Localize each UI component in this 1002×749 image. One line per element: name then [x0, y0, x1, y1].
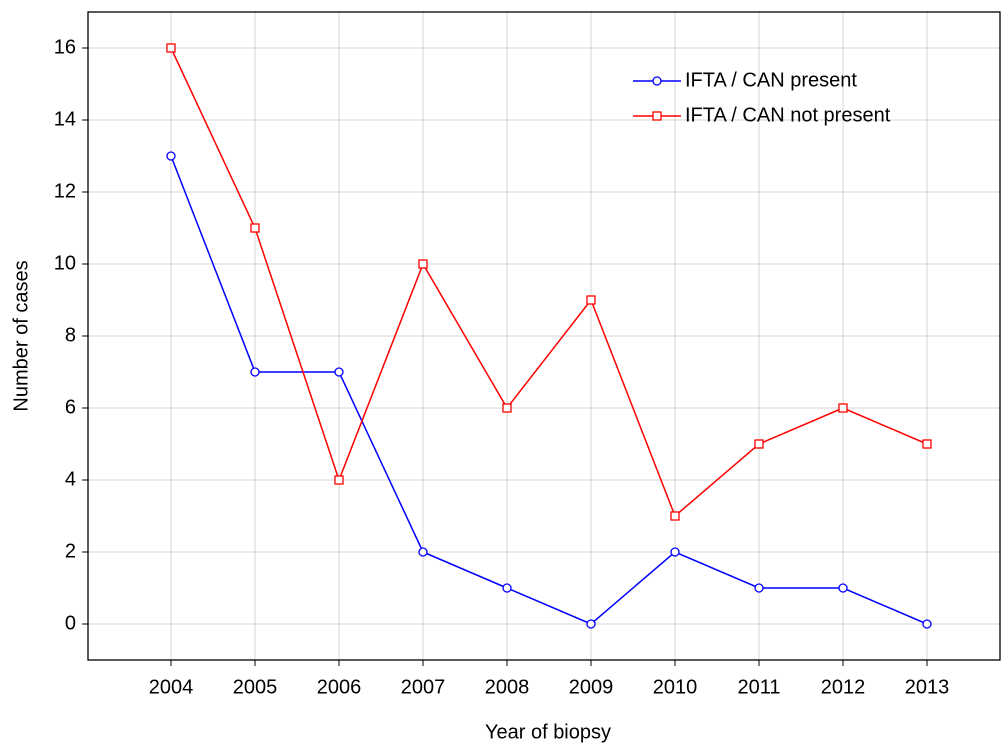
marker	[652, 111, 662, 121]
y-tick-label: 16	[54, 36, 76, 58]
marker	[754, 583, 764, 593]
marker	[838, 403, 848, 413]
legend-label: IFTA / CAN present	[685, 69, 857, 91]
legend-label: IFTA / CAN not present	[685, 104, 891, 126]
marker	[838, 583, 848, 593]
x-tick-label: 2008	[485, 676, 530, 698]
marker	[652, 76, 662, 86]
marker	[334, 475, 344, 485]
x-tick-label: 2007	[401, 676, 446, 698]
y-tick-label: 8	[65, 324, 76, 346]
series-line	[170, 155, 928, 625]
y-tick-label: 14	[54, 108, 76, 130]
x-axis-label: Year of biopsy	[485, 721, 611, 743]
y-tick-label: 6	[65, 396, 76, 418]
y-tick-label: 10	[54, 252, 76, 274]
series-line	[170, 47, 928, 518]
marker	[250, 367, 260, 377]
marker	[922, 439, 932, 449]
y-axis-label: Number of cases	[10, 260, 32, 411]
x-tick-label: 2013	[905, 676, 950, 698]
y-tick-label: 2	[65, 540, 76, 562]
marker	[418, 259, 428, 269]
marker	[418, 547, 428, 557]
x-tick-label: 2005	[233, 676, 278, 698]
y-tick-label: 4	[65, 468, 76, 490]
x-tick-label: 2012	[821, 676, 866, 698]
x-tick-label: 2006	[317, 676, 362, 698]
marker	[754, 439, 764, 449]
y-tick-label: 0	[65, 612, 76, 634]
x-tick-label: 2009	[569, 676, 614, 698]
marker	[922, 619, 932, 629]
marker	[586, 619, 596, 629]
marker	[166, 151, 176, 161]
marker	[250, 223, 260, 233]
x-tick-label: 2011	[737, 676, 780, 698]
marker	[670, 511, 680, 521]
marker	[670, 547, 680, 557]
x-tick-label: 2010	[653, 676, 698, 698]
x-tick-label: 2004	[149, 676, 194, 698]
marker	[166, 43, 176, 53]
marker	[334, 367, 344, 377]
y-tick-label: 12	[54, 180, 76, 202]
marker	[502, 403, 512, 413]
marker	[502, 583, 512, 593]
marker	[586, 295, 596, 305]
plot-frame	[87, 11, 1001, 661]
